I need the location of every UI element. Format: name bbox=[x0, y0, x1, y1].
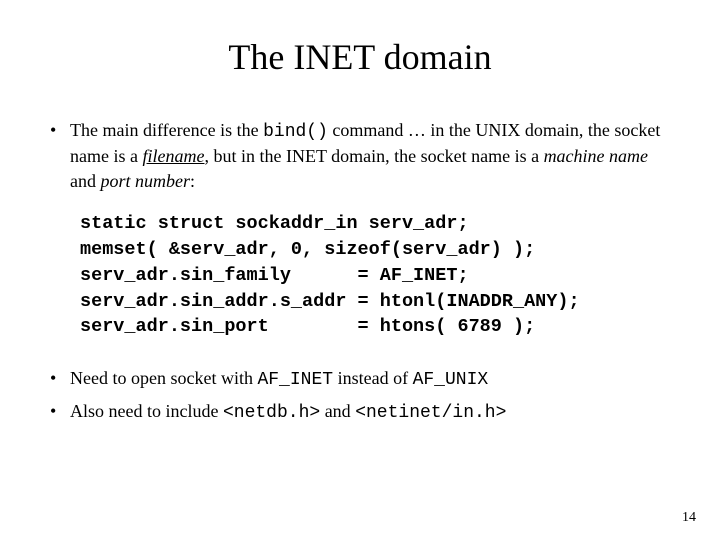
emphasis-machine-name: machine name bbox=[544, 146, 648, 166]
code-block: static struct sockaddr_in serv_adr; mems… bbox=[80, 211, 672, 340]
text: Also need to include bbox=[70, 401, 223, 421]
inline-code: <netinet/in.h> bbox=[355, 403, 506, 423]
text: The main difference is the bbox=[70, 120, 263, 140]
text: and bbox=[320, 401, 355, 421]
emphasis-filename: filename bbox=[142, 146, 204, 166]
inline-code: bind() bbox=[263, 122, 328, 142]
text: instead of bbox=[333, 368, 412, 388]
slide-title: The INET domain bbox=[48, 36, 672, 78]
text: and bbox=[70, 171, 101, 191]
bullet-list-bottom: Need to open socket with AF_INET instead… bbox=[48, 366, 672, 425]
code-line: memset( &serv_adr, 0, sizeof(serv_adr) )… bbox=[80, 239, 535, 260]
bullet-item: Need to open socket with AF_INET instead… bbox=[48, 366, 672, 392]
bullet-item: Also need to include <netdb.h> and <neti… bbox=[48, 399, 672, 425]
bullet-item: The main difference is the bind() comman… bbox=[48, 118, 672, 193]
text: : bbox=[190, 171, 195, 191]
inline-code: AF_UNIX bbox=[413, 370, 489, 390]
bullet-list-top: The main difference is the bind() comman… bbox=[48, 118, 672, 193]
code-line: static struct sockaddr_in serv_adr; bbox=[80, 213, 469, 234]
code-line: serv_adr.sin_addr.s_addr = htonl(INADDR_… bbox=[80, 291, 580, 312]
code-line: serv_adr.sin_family = AF_INET; bbox=[80, 265, 469, 286]
inline-code: <netdb.h> bbox=[223, 403, 320, 423]
code-line: serv_adr.sin_port = htons( 6789 ); bbox=[80, 316, 535, 337]
page-number: 14 bbox=[682, 510, 696, 526]
inline-code: AF_INET bbox=[257, 370, 333, 390]
emphasis-port-number: port number bbox=[101, 171, 191, 191]
text: Need to open socket with bbox=[70, 368, 257, 388]
text: , but in the INET domain, the socket nam… bbox=[204, 146, 543, 166]
